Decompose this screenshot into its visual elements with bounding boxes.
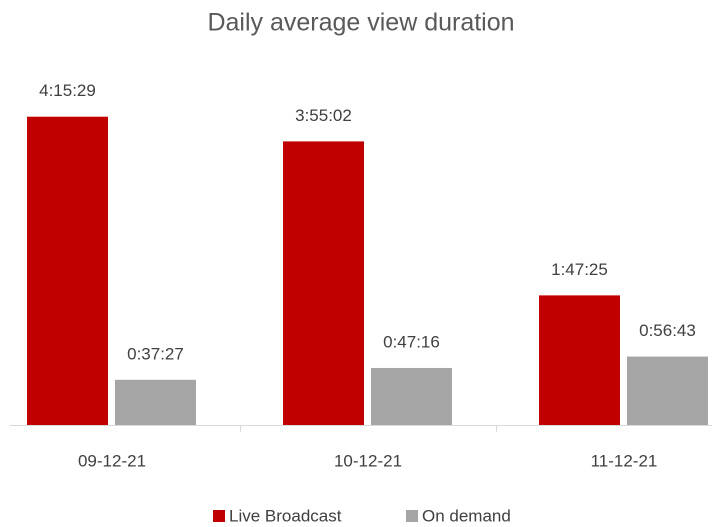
data-label: 0:47:16 — [383, 332, 440, 351]
data-label: 0:56:43 — [639, 321, 696, 340]
data-label: 1:47:25 — [551, 260, 608, 279]
legend-swatch — [213, 510, 225, 522]
chart-title: Daily average view duration — [207, 9, 514, 37]
x-tick-label: 09-12-21 — [78, 451, 146, 470]
data-label: 0:37:27 — [127, 344, 184, 363]
data-label: 3:55:02 — [295, 106, 352, 125]
legend-swatch — [406, 510, 418, 522]
bar — [539, 295, 620, 425]
bar — [627, 356, 708, 425]
x-tick-label: 11-12-21 — [591, 451, 658, 470]
bar — [283, 141, 364, 425]
legend-label: On demand — [422, 506, 511, 525]
x-tick-label: 10-12-21 — [334, 451, 402, 470]
bar — [371, 367, 452, 425]
legend-label: Live Broadcast — [229, 506, 342, 525]
bar — [115, 379, 196, 425]
data-label: 4:15:29 — [39, 81, 96, 100]
bar — [27, 116, 108, 426]
